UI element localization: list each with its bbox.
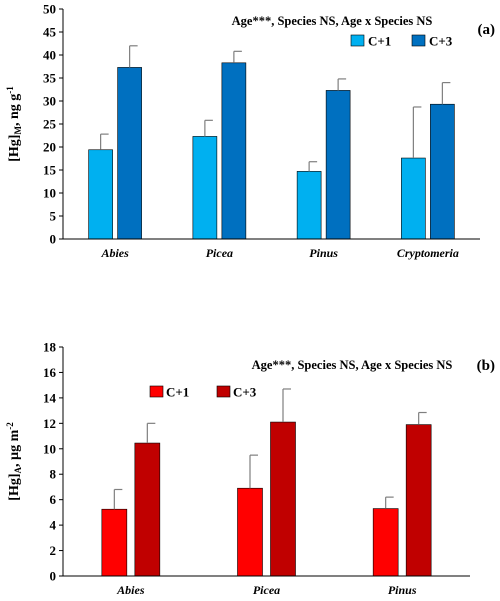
bar-cplus3-abies [134, 442, 161, 577]
y-tick-label: 14 [43, 390, 57, 405]
legend-label: C+1 [368, 34, 391, 49]
x-tick-label-pinus: Pinus [309, 246, 338, 260]
bar-cplus1-cryptomeria [401, 157, 426, 240]
chart-panel-2: 0 2 4 6 8 10 12 14 16 18 Abies Picea Pinus [Hg]A, µg … [5, 340, 495, 598]
legend-label: C+3 [233, 385, 257, 400]
bar-cplus1-pinus [296, 171, 322, 240]
bar-cplus3-pinus [325, 90, 351, 240]
bar-cplus3-picea [270, 421, 296, 577]
bar-cplus1-picea [237, 487, 263, 577]
y-axis-label: [Hg]A, µg m-2 [5, 422, 23, 501]
bar-cplus3-abies [117, 67, 142, 240]
y-tick-label: 6 [50, 492, 57, 507]
y-tick-label: 45 [43, 25, 57, 40]
x-tick-label-cryptomeria: Cryptomeria [397, 246, 459, 260]
y-tick-label: 15 [43, 163, 57, 178]
y-tick-label: 10 [43, 186, 56, 201]
y-tick-label: 35 [43, 71, 57, 86]
legend-swatch [149, 385, 164, 398]
bar-cplus1-picea [192, 136, 218, 240]
legend-swatch [350, 34, 365, 47]
x-tick-label-abies: Abies [100, 246, 129, 260]
y-tick-label: 50 [43, 2, 56, 17]
x-tick-label-abies: Abies [116, 583, 145, 597]
bar-cplus3-picea [221, 62, 247, 240]
legend-swatch [216, 385, 231, 398]
legend-label: C+3 [429, 34, 453, 49]
x-tick-label-pinus: Pinus [388, 583, 417, 597]
y-tick-label: 25 [43, 117, 57, 132]
y-tick-label: 0 [50, 232, 57, 247]
panel-label: (b) [477, 358, 495, 374]
y-axis-label: [Hg]M, ng g-1 [5, 86, 23, 162]
legend-label: C+1 [166, 385, 189, 400]
bar-cplus1-abies [101, 508, 128, 577]
stats-annotation: Age***, Species NS, Age x Species NS [232, 14, 433, 28]
y-tick-label: 4 [50, 518, 57, 533]
x-tick-label-picea: Picea [253, 583, 280, 597]
legend-swatch [411, 34, 426, 47]
bar-cplus3-pinus [405, 424, 432, 577]
y-tick-label: 30 [43, 94, 56, 109]
y-tick-label: 16 [43, 365, 57, 380]
y-tick-label: 40 [43, 48, 56, 63]
stats-annotation: Age***, Species NS, Age x Species NS [252, 358, 453, 372]
y-tick-label: 18 [43, 340, 57, 355]
y-tick-label: 12 [43, 416, 56, 431]
y-tick-label: 20 [43, 140, 56, 155]
chart-panel-1: 0 5 10 15 20 25 30 35 40 45 50 Abies Picea Pinus Crypt… [5, 2, 495, 261]
bar-cplus1-abies [88, 149, 113, 240]
y-tick-label: 0 [50, 569, 57, 584]
y-tick-label: 10 [43, 441, 56, 456]
bar-cplus1-pinus [372, 508, 399, 577]
panel-label: (a) [478, 22, 496, 38]
x-tick-label-picea: Picea [206, 246, 233, 260]
bar-cplus3-cryptomeria [430, 103, 455, 240]
y-tick-label: 2 [50, 543, 57, 558]
y-tick-label: 8 [50, 467, 57, 482]
y-tick-label: 5 [50, 209, 57, 224]
